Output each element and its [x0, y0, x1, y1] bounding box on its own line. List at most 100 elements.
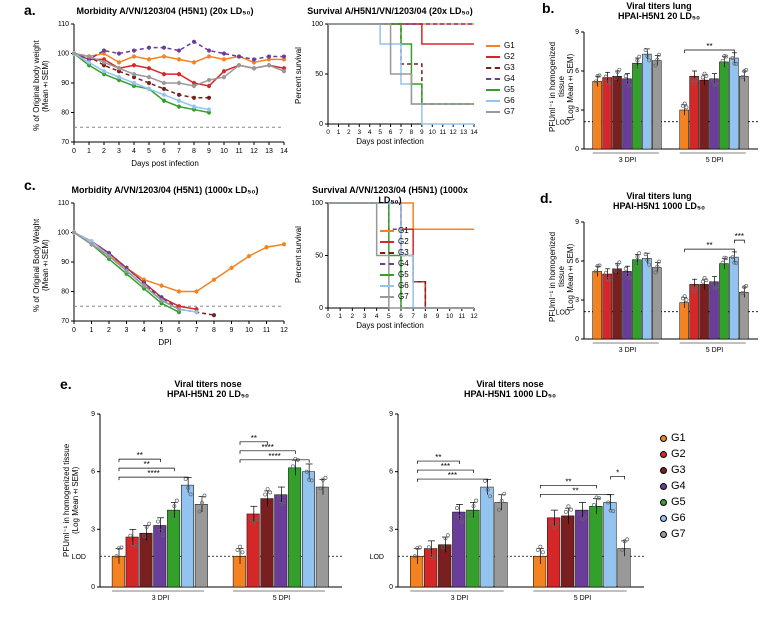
svg-text:3: 3 [575, 107, 579, 114]
svg-text:0: 0 [72, 148, 76, 155]
svg-text:***: *** [448, 471, 457, 480]
svg-text:3: 3 [125, 327, 129, 334]
legend-item-G5: G5 [486, 84, 515, 95]
svg-text:7: 7 [177, 148, 181, 155]
svg-text:3: 3 [117, 148, 121, 155]
legend-dots: G1G2G3G4G5G6G7 [660, 430, 686, 542]
svg-text:1: 1 [338, 313, 342, 320]
panel-e-left: Viral titers noseHPAI-H5N1 20 LD₅₀ PFUml… [68, 380, 348, 605]
panel-a-morbidity: Morbidity A/VN/1203/04 (H5N1) (20x LD₅₀)… [40, 6, 290, 166]
legend-item-G6: G6 [486, 95, 515, 106]
svg-text:11: 11 [458, 313, 465, 320]
svg-text:6: 6 [177, 327, 181, 334]
svg-text:0: 0 [72, 327, 76, 334]
svg-text:5 DPI: 5 DPI [706, 157, 724, 164]
svg-text:6: 6 [162, 148, 166, 155]
svg-text:3: 3 [357, 129, 361, 136]
svg-text:110: 110 [58, 21, 69, 28]
svg-text:6: 6 [575, 258, 579, 265]
label-d: d. [540, 190, 552, 206]
svg-text:**: ** [251, 434, 257, 443]
svg-text:4: 4 [375, 313, 379, 320]
svg-text:3: 3 [575, 297, 579, 304]
svg-text:80: 80 [61, 110, 69, 117]
svg-text:4: 4 [132, 148, 136, 155]
svg-text:50: 50 [315, 253, 323, 260]
legend-item-G7: G7 [486, 106, 515, 117]
label-b: b. [542, 0, 554, 16]
svg-text:3: 3 [91, 526, 95, 533]
svg-text:12: 12 [250, 148, 258, 155]
svg-text:**: ** [565, 477, 571, 486]
svg-text:6: 6 [389, 469, 393, 476]
svg-text:7: 7 [411, 313, 415, 320]
svg-text:3: 3 [389, 526, 393, 533]
ylabel: PFUml⁻¹ in homogenized tissue(Log Mean±S… [548, 227, 575, 327]
svg-text:5: 5 [160, 327, 164, 334]
svg-text:6: 6 [389, 129, 393, 136]
svg-text:14: 14 [280, 148, 288, 155]
legend-item-G6: G6 [380, 280, 409, 291]
label-c: c. [24, 177, 36, 193]
svg-text:0: 0 [575, 146, 579, 153]
svg-text:10: 10 [446, 313, 454, 320]
svg-text:0: 0 [575, 336, 579, 343]
svg-text:2: 2 [351, 313, 355, 320]
svg-text:6: 6 [91, 469, 95, 476]
svg-text:1: 1 [87, 148, 91, 155]
svg-text:5: 5 [387, 313, 391, 320]
title: Survival A/VN/1203/04 (H5N1) (1000x LD₅₀… [300, 185, 480, 205]
svg-text:0: 0 [326, 313, 330, 320]
figure-root: a. b. c. d. e. Morbidity A/VN/1203/04 (H… [0, 0, 776, 620]
svg-text:13: 13 [460, 129, 468, 136]
xlabel: DPI [40, 338, 290, 347]
svg-text:50: 50 [315, 71, 323, 78]
ylabel: PFUml⁻¹ in homogenized tissue(Log Mean±S… [62, 440, 80, 560]
title: Viral titers noseHPAI-H5N1 1000 LD₅₀ [370, 380, 650, 400]
svg-text:**: ** [435, 453, 441, 462]
legend-item-G1: G1 [380, 225, 409, 236]
svg-text:9: 9 [207, 148, 211, 155]
svg-text:3 DPI: 3 DPI [451, 595, 469, 602]
svg-text:3 DPI: 3 DPI [619, 157, 637, 164]
svg-text:100: 100 [57, 230, 69, 237]
legend-item-G3: G3 [486, 62, 515, 73]
svg-text:**: ** [137, 451, 143, 460]
panel-a-survival: Survival A/H5N1/VN/1203/04 (20x LD₅₀) Pe… [300, 6, 480, 146]
svg-text:12: 12 [470, 313, 478, 320]
svg-text:12: 12 [450, 129, 458, 136]
ylabel: PFUml⁻¹ in homogenized tissue(Log Mean±S… [548, 37, 575, 137]
svg-text:10: 10 [245, 327, 253, 334]
svg-text:9: 9 [436, 313, 440, 320]
svg-text:14: 14 [470, 129, 478, 136]
title: Viral titers noseHPAI-H5N1 20 LD₅₀ [68, 380, 348, 400]
legend-item-G2: G2 [380, 236, 409, 247]
legend-item-G5: G5 [380, 269, 409, 280]
legend-item-G3: G3 [660, 462, 686, 478]
svg-text:8: 8 [424, 313, 428, 320]
svg-text:**: ** [706, 42, 712, 51]
panel-d: Viral titers lungHPAI-H5N1 1000 LD₅₀ PFU… [554, 192, 764, 357]
svg-text:3 DPI: 3 DPI [152, 595, 170, 602]
svg-text:0: 0 [326, 129, 330, 136]
svg-text:7: 7 [399, 129, 403, 136]
svg-text:**: ** [144, 460, 150, 469]
svg-text:70: 70 [61, 318, 69, 325]
xlabel: Days post infection [300, 137, 480, 146]
svg-text:11: 11 [263, 327, 270, 334]
ylabel: Percent survival [294, 36, 303, 116]
legend-item-G7: G7 [380, 291, 409, 302]
title: Viral titers lungHPAI-H5N1 1000 LD₅₀ [554, 192, 764, 212]
svg-text:6: 6 [399, 313, 403, 320]
title: Survival A/H5N1/VN/1203/04 (20x LD₅₀) [300, 6, 480, 16]
svg-text:***: *** [441, 462, 450, 471]
panel-c-morbidity: Morbidity A/VN/1203/04 (H5N1) (1000x LD₅… [40, 185, 290, 345]
svg-text:100: 100 [57, 51, 69, 58]
xlabel: Days post infection [300, 321, 480, 330]
legend-item-G1: G1 [660, 430, 686, 446]
svg-text:80: 80 [61, 289, 69, 296]
legend-item-G1: G1 [486, 40, 515, 51]
svg-text:8: 8 [212, 327, 216, 334]
svg-text:****: **** [268, 452, 280, 461]
svg-text:9: 9 [420, 129, 424, 136]
